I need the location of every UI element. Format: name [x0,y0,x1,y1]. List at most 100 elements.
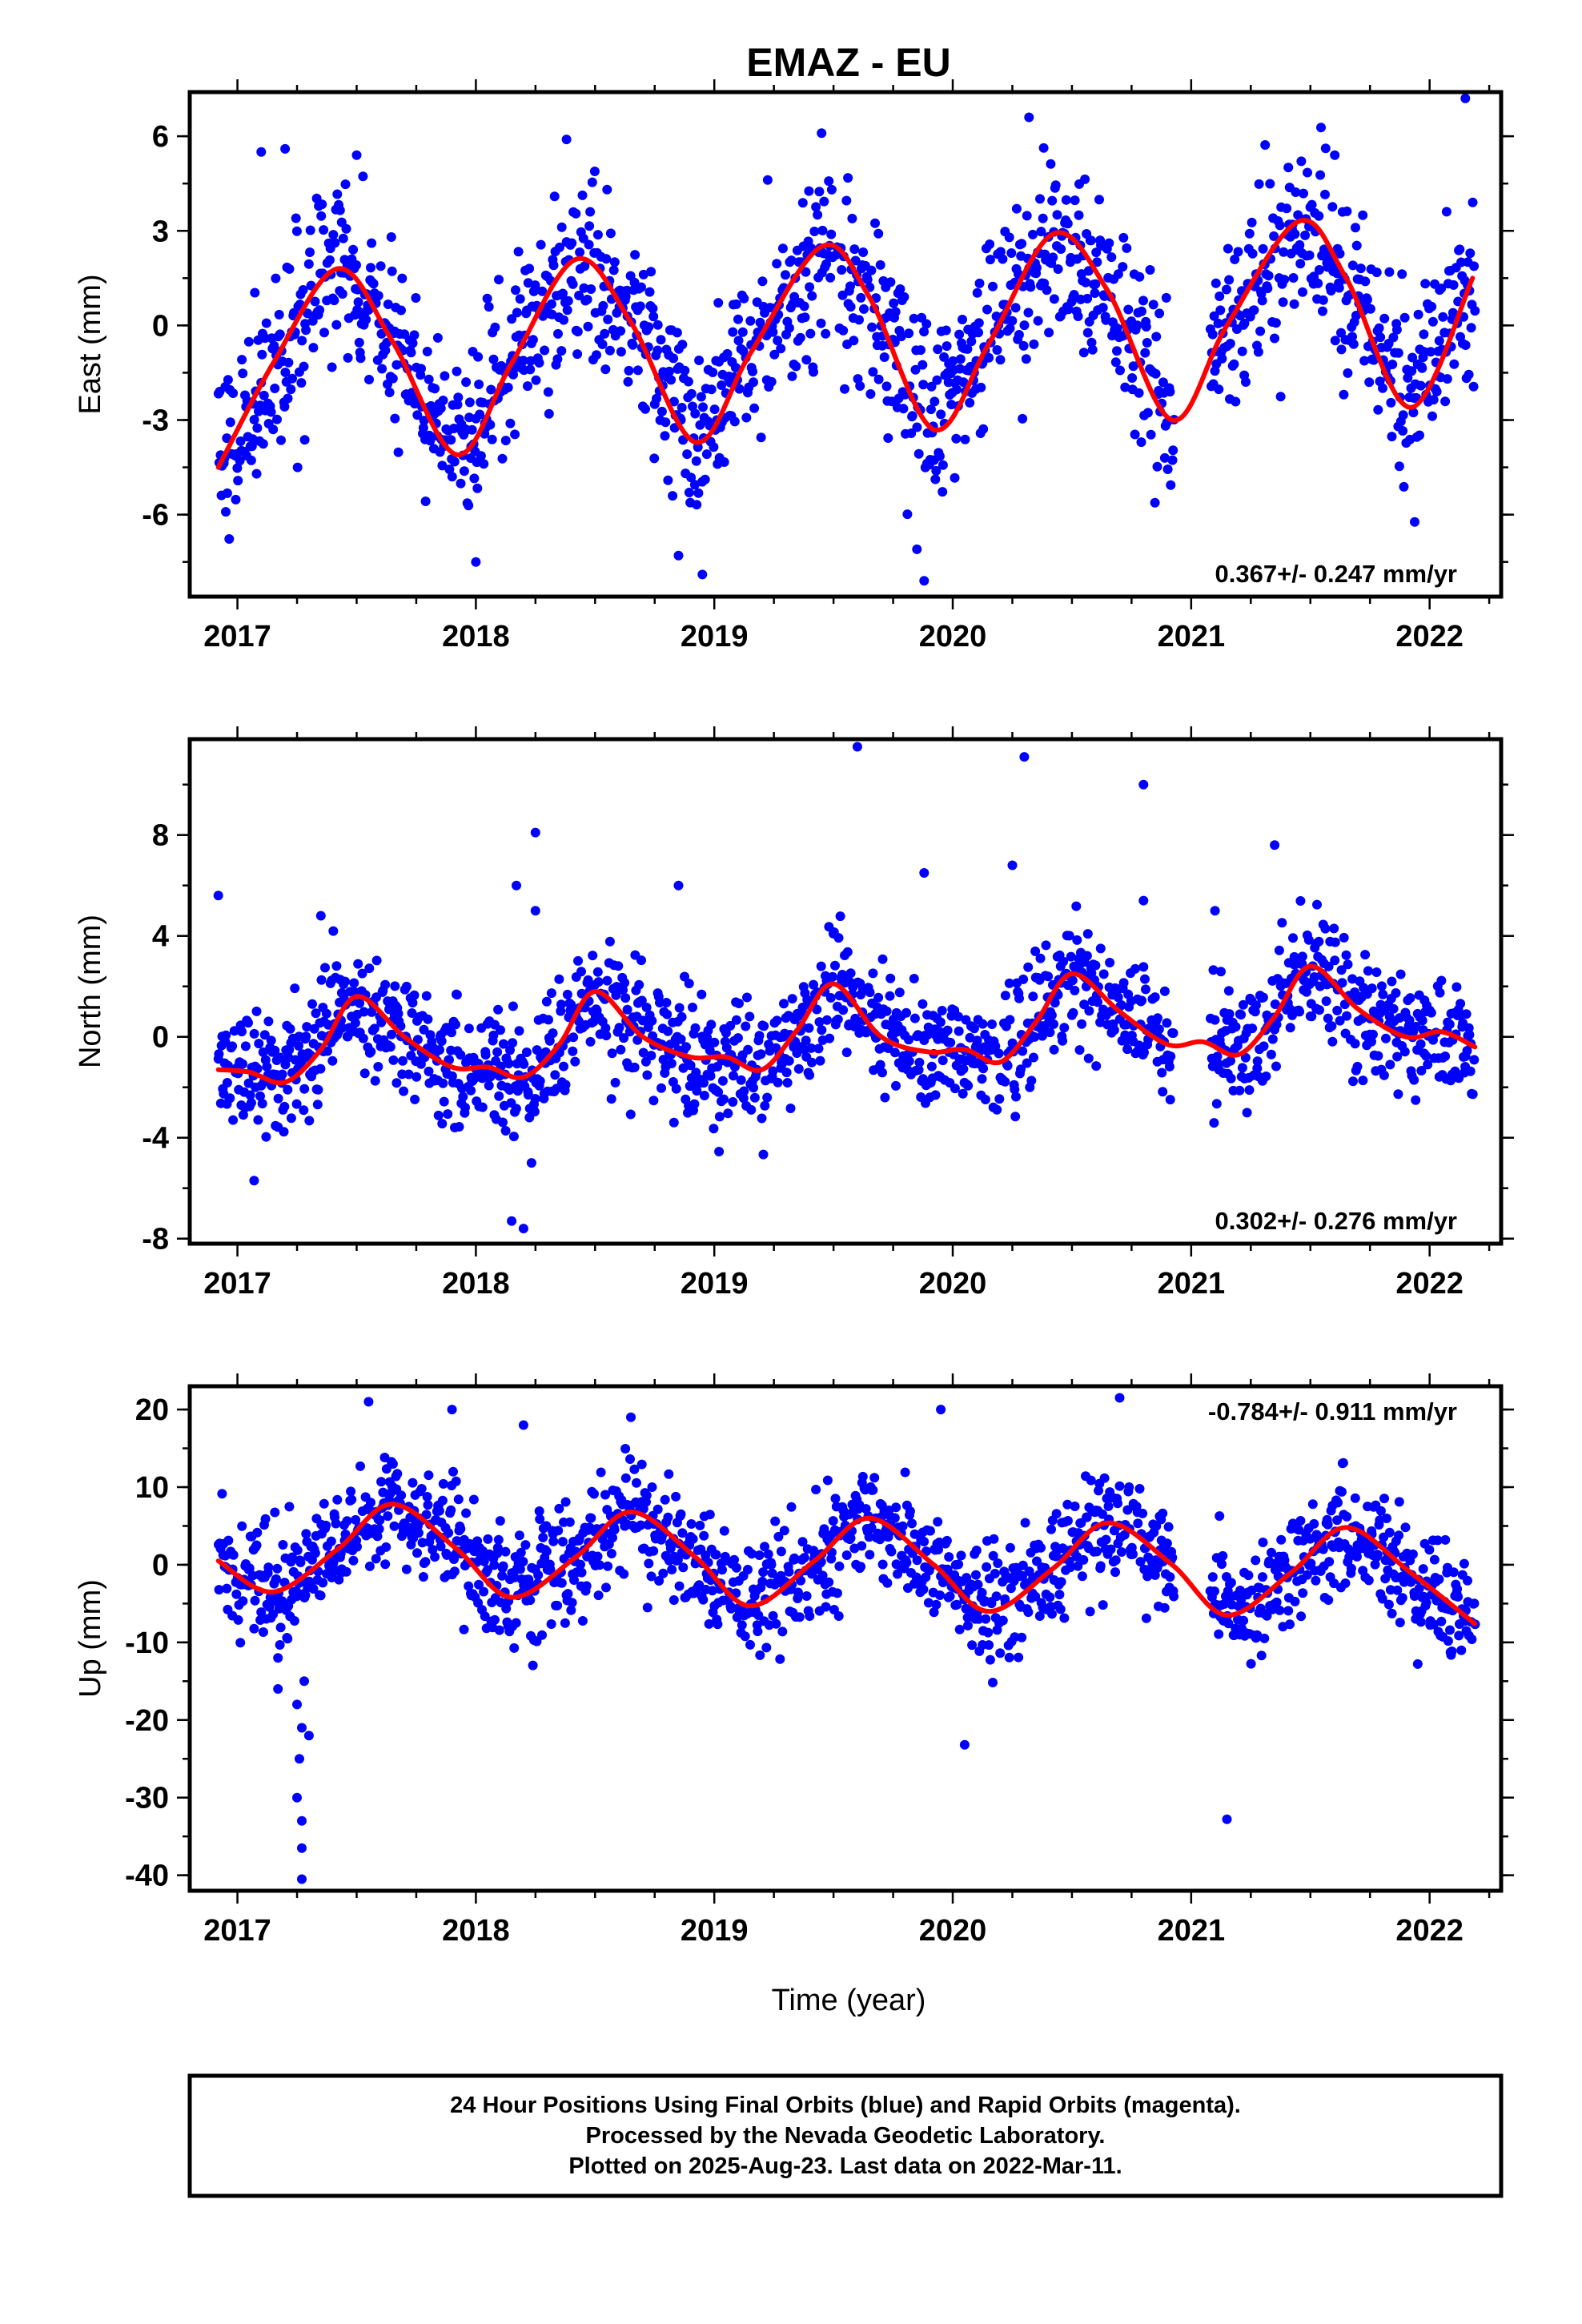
data-point [1342,206,1352,216]
data-point [784,1566,794,1577]
data-point [1247,248,1258,259]
data-point [981,1614,991,1624]
data-point [811,1485,821,1494]
data-point [1223,243,1233,254]
data-point [689,480,700,490]
data-point [1083,1053,1094,1063]
data-point [496,1025,505,1035]
data-point [932,375,942,385]
data-point [408,338,418,348]
data-point [646,267,656,277]
data-point [460,1103,470,1112]
data-point [303,259,314,269]
data-point [1078,1554,1089,1565]
data-point [1038,143,1049,153]
data-point [1049,1019,1058,1029]
data-point [1373,1051,1383,1061]
data-point [1288,273,1299,283]
data-point [601,1582,611,1593]
data-point [985,255,995,265]
data-point [373,291,383,301]
data-point [534,358,544,368]
data-point [1330,336,1340,346]
data-point [1307,1499,1318,1510]
data-point [572,349,583,360]
data-point [1244,1085,1255,1096]
x-tick-label: 2018 [442,1914,510,1948]
data-point [353,297,363,308]
data-point [697,989,707,999]
data-point [795,332,805,343]
plot-area [213,742,1480,1234]
seasonal-fit-line [215,218,1476,470]
data-point [1004,978,1014,988]
data-point [253,1115,263,1125]
plot-area [213,93,1480,586]
data-point [229,1026,239,1036]
data-point [1391,324,1402,335]
data-point [743,1565,753,1574]
data-point [1249,305,1259,316]
data-point [1444,1019,1455,1030]
data-point [252,1527,263,1538]
data-point [1295,1516,1306,1526]
data-point [1166,480,1176,490]
data-point [1056,244,1066,254]
data-point [449,1566,460,1577]
data-point [842,947,853,957]
data-point [1326,286,1336,296]
data-point [305,225,315,235]
data-point [987,1019,997,1029]
data-point [375,261,386,271]
data-point [962,1573,972,1583]
data-point [749,403,760,413]
data-point [749,1092,760,1103]
data-point [327,362,337,372]
data-point [832,1588,842,1598]
data-point [886,1546,897,1557]
data-point [1231,396,1241,407]
data-point [437,460,448,471]
data-point [695,1520,705,1530]
data-point [1330,150,1340,160]
data-point [1435,987,1445,998]
data-point [1276,1534,1287,1545]
data-point [279,1127,289,1137]
data-point [416,1484,427,1494]
data-point [421,991,432,1001]
data-point [351,260,361,270]
data-point [1053,264,1063,274]
data-point [270,1507,280,1518]
y-tick-label: 0 [152,309,169,343]
data-point [1030,1591,1041,1602]
data-point [837,265,847,275]
data-point [301,1031,311,1042]
data-point [459,466,469,476]
data-point [919,1537,930,1546]
data-point [1112,346,1122,356]
data-point [1360,276,1371,287]
data-point [691,456,701,466]
data-point [668,491,678,501]
data-point [1277,918,1287,928]
data-point [938,1055,948,1066]
data-point [585,1036,596,1047]
data-point [1318,295,1328,305]
data-point [1169,1591,1179,1602]
data-point [548,260,559,271]
data-point [358,1033,368,1043]
data-point [1223,986,1234,996]
data-point [600,328,610,339]
data-point [1069,290,1079,300]
data-point [446,1505,456,1515]
data-point [1226,1073,1236,1084]
outlier-point [1114,1393,1125,1403]
data-point [904,328,914,339]
data-point [841,195,852,206]
data-point [438,1078,448,1088]
data-point [954,1026,964,1036]
data-point [1224,275,1235,285]
data-point [397,1069,408,1080]
data-point [757,276,768,287]
data-point [620,993,631,1003]
